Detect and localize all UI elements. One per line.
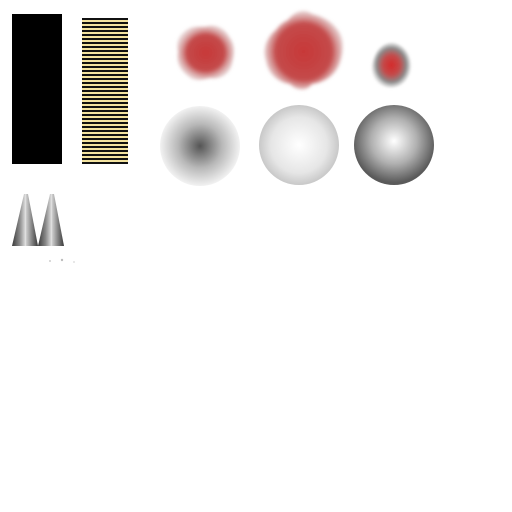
red-splat-icon — [177, 25, 234, 80]
red-splat-icon — [264, 11, 343, 90]
speckle-dots — [49, 258, 75, 263]
twin-spikes-icon — [12, 194, 64, 246]
dark-center-sphere-icon — [160, 106, 240, 186]
light-sphere-icon — [259, 105, 339, 185]
shaded-sphere-icon — [354, 105, 434, 185]
small-red-splat-icon — [372, 42, 411, 88]
black-bar-sprite — [12, 14, 62, 164]
striped-bar-sprite — [82, 18, 128, 164]
empty-canvas-area — [0, 270, 512, 512]
